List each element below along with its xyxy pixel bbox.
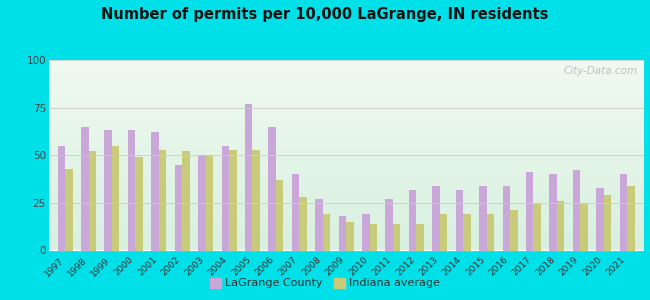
Bar bbox=[440, 214, 447, 250]
Bar bbox=[370, 224, 377, 250]
Bar bbox=[339, 216, 346, 250]
Bar bbox=[393, 224, 400, 250]
Text: Number of permits per 10,000 LaGrange, IN residents: Number of permits per 10,000 LaGrange, I… bbox=[101, 8, 549, 22]
Bar bbox=[299, 197, 307, 250]
Bar bbox=[88, 152, 96, 250]
Bar bbox=[105, 130, 112, 250]
Bar bbox=[573, 170, 580, 250]
Bar bbox=[315, 199, 322, 250]
Bar bbox=[222, 146, 229, 250]
Bar bbox=[198, 155, 205, 250]
Bar bbox=[182, 152, 190, 250]
Bar bbox=[322, 214, 330, 250]
Bar bbox=[112, 146, 120, 250]
Bar bbox=[557, 201, 564, 250]
Bar bbox=[580, 203, 588, 250]
Bar bbox=[58, 146, 65, 250]
Bar bbox=[526, 172, 534, 250]
Bar bbox=[81, 127, 88, 250]
Bar bbox=[159, 149, 166, 250]
Bar bbox=[175, 165, 182, 250]
Bar bbox=[292, 174, 299, 250]
Bar bbox=[362, 214, 370, 250]
Bar bbox=[502, 186, 510, 250]
Bar bbox=[276, 180, 283, 250]
Bar bbox=[65, 169, 73, 250]
Bar bbox=[385, 199, 393, 250]
Bar bbox=[432, 186, 440, 250]
Bar bbox=[229, 149, 237, 250]
Text: City-Data.com: City-Data.com bbox=[564, 66, 638, 76]
Bar bbox=[479, 186, 487, 250]
Bar bbox=[463, 214, 471, 250]
Bar bbox=[604, 195, 611, 250]
Bar bbox=[346, 222, 354, 250]
Bar bbox=[151, 132, 159, 250]
Bar bbox=[135, 157, 143, 250]
Bar bbox=[456, 190, 463, 250]
Bar bbox=[627, 186, 634, 250]
Bar bbox=[487, 214, 494, 250]
Bar bbox=[409, 190, 417, 250]
Bar bbox=[252, 149, 260, 250]
Bar bbox=[268, 127, 276, 250]
Legend: LaGrange County, Indiana average: LaGrange County, Indiana average bbox=[205, 273, 445, 293]
Bar bbox=[245, 104, 252, 250]
Bar bbox=[510, 211, 517, 250]
Bar bbox=[205, 155, 213, 250]
Bar bbox=[128, 130, 135, 250]
Bar bbox=[596, 188, 604, 250]
Bar bbox=[619, 174, 627, 250]
Bar bbox=[417, 224, 424, 250]
Bar bbox=[534, 203, 541, 250]
Bar bbox=[549, 174, 557, 250]
